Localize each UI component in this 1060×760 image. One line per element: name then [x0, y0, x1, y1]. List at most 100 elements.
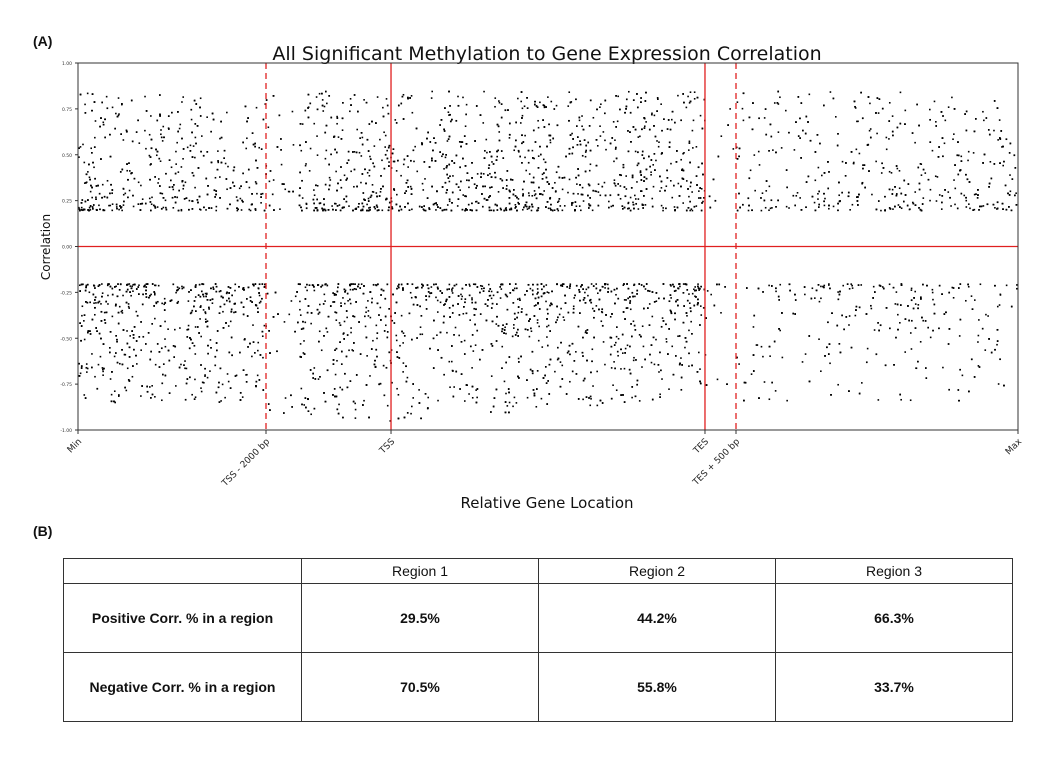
scatter-point [135, 310, 138, 313]
scatter-point [660, 204, 663, 207]
scatter-point [199, 318, 201, 320]
scatter-point [218, 381, 220, 384]
scatter-point [914, 141, 916, 144]
scatter-point [99, 355, 102, 358]
scatter-point [517, 298, 519, 301]
scatter-point [513, 149, 516, 152]
scatter-point [942, 366, 944, 369]
scatter-point [573, 297, 576, 299]
scatter-point [508, 401, 511, 404]
scatter-point [773, 102, 776, 104]
scatter-point [591, 209, 594, 212]
scatter-point [129, 170, 131, 172]
scatter-point [472, 350, 475, 352]
scatter-point [619, 185, 622, 187]
scatter-point [248, 186, 251, 189]
scatter-point [391, 319, 394, 322]
scatter-point [617, 95, 619, 98]
scatter-point [569, 380, 571, 383]
scatter-point [267, 126, 270, 129]
scatter-point [898, 187, 901, 190]
scatter-point [336, 359, 338, 362]
scatter-point [347, 299, 349, 302]
scatter-point [968, 203, 970, 205]
scatter-point [749, 169, 752, 172]
scatter-point [411, 208, 413, 211]
scatter-point [79, 284, 81, 287]
scatter-point [881, 286, 884, 288]
scatter-point [818, 300, 821, 303]
scatter-point [650, 361, 653, 364]
scatter-point [801, 361, 804, 363]
scatter-point [861, 382, 863, 384]
scatter-point [514, 283, 517, 285]
scatter-point [131, 375, 134, 378]
scatter-point [376, 96, 379, 98]
scatter-point [506, 405, 509, 407]
scatter-point [364, 315, 366, 318]
scatter-point [163, 297, 166, 300]
scatter-point [971, 308, 974, 310]
scatter-point [929, 118, 931, 121]
scatter-point [379, 191, 382, 193]
scatter-point [982, 110, 984, 113]
scatter-point [316, 135, 318, 137]
scatter-point [206, 376, 209, 379]
scatter-point [642, 345, 645, 348]
scatter-point [194, 156, 196, 159]
scatter-point [617, 354, 619, 357]
scatter-point [590, 283, 593, 285]
scatter-point [178, 287, 181, 290]
scatter-point [494, 97, 497, 99]
scatter-point [624, 347, 627, 350]
scatter-point [366, 355, 368, 357]
scatter-point [527, 192, 530, 194]
scatter-point [756, 344, 759, 346]
scatter-point [343, 174, 346, 177]
scatter-point [1005, 138, 1008, 141]
scatter-point [917, 304, 920, 306]
scatter-point [528, 194, 530, 197]
scatter-point [435, 296, 437, 299]
scatter-point [965, 206, 968, 208]
scatter-point [81, 305, 84, 308]
scatter-point [828, 284, 830, 286]
scatter-point [353, 151, 356, 153]
scatter-point [168, 186, 171, 188]
scatter-point [187, 300, 190, 302]
scatter-point [168, 159, 171, 161]
scatter-point [226, 111, 228, 114]
scatter-point [656, 140, 658, 142]
scatter-point [670, 118, 673, 121]
scatter-point [369, 316, 372, 319]
scatter-point [638, 400, 641, 402]
scatter-point [128, 189, 131, 192]
scatter-point [677, 335, 679, 338]
scatter-point [234, 289, 236, 292]
scatter-point [931, 291, 934, 294]
scatter-point [355, 288, 358, 291]
scatter-point [549, 139, 552, 141]
scatter-point [340, 302, 342, 304]
scatter-point [484, 149, 486, 152]
scatter-point [350, 331, 352, 334]
scatter-point [869, 102, 871, 105]
scatter-point [436, 311, 439, 313]
scatter-point [368, 174, 371, 177]
scatter-point [242, 172, 244, 175]
scatter-point [301, 123, 304, 125]
scatter-point [109, 378, 112, 380]
scatter-point [961, 374, 964, 377]
scatter-point [635, 359, 637, 361]
scatter-point [164, 199, 167, 202]
scatter-point [823, 284, 826, 287]
scatter-point [692, 147, 694, 149]
scatter-point [486, 199, 489, 201]
scatter-point [241, 396, 244, 398]
scatter-point [299, 300, 301, 303]
scatter-point [120, 310, 123, 313]
scatter-point [1015, 192, 1017, 195]
scatter-point [544, 161, 547, 164]
scatter-point [200, 335, 202, 338]
scatter-point [896, 167, 899, 170]
